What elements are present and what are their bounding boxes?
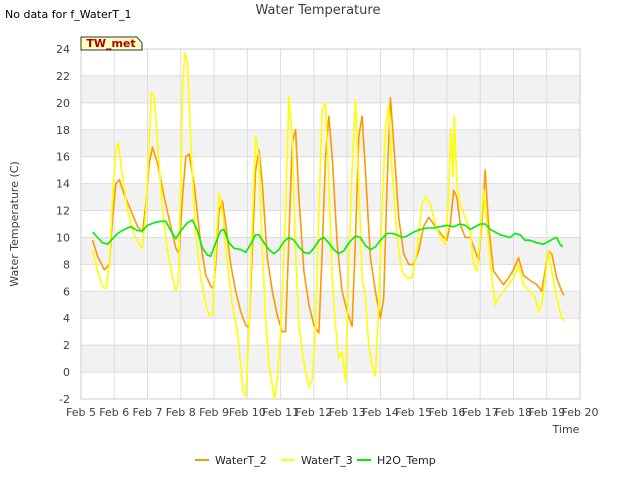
plot-background <box>81 49 580 399</box>
no-data-note: No data for f_WaterT_1 <box>5 8 131 21</box>
x-tick-label: Feb 15 <box>395 406 432 419</box>
plot-frame <box>80 48 581 400</box>
y-tick-label: 22 <box>56 70 70 83</box>
x-tick-label: Feb 6 <box>99 406 129 419</box>
x-tick-label: Feb 17 <box>462 406 499 419</box>
plot-band <box>81 156 580 184</box>
x-tick-label: Feb 10 <box>229 406 266 419</box>
plot-band <box>81 49 580 76</box>
x-tick-label: Feb 14 <box>362 406 399 419</box>
legend: WaterT_2 WaterT_3 H2O_Temp <box>195 454 436 467</box>
y-tick-label: 4 <box>63 312 70 325</box>
series-lines <box>91 52 565 400</box>
y-tick-label: 24 <box>56 43 70 56</box>
x-tick-label: Feb 18 <box>495 406 532 419</box>
x-tick-label: Feb 12 <box>295 406 332 419</box>
y-tick-label: 10 <box>56 231 70 244</box>
x-tick-label: Feb 20 <box>562 406 599 419</box>
series-line-watert-3 <box>91 52 565 400</box>
legend-label: WaterT_3 <box>301 454 353 467</box>
y-tick-label: 2 <box>63 339 70 352</box>
y-tick-label: 16 <box>56 151 70 164</box>
x-tick-label: Feb 8 <box>166 406 196 419</box>
y-tick-label: 18 <box>56 124 70 137</box>
x-tick-label: Feb 11 <box>262 406 299 419</box>
x-tick-label: Feb 9 <box>199 406 229 419</box>
y-tick-label: 8 <box>63 258 70 271</box>
plot-band <box>81 183 580 211</box>
y-tick-label: 6 <box>63 285 70 298</box>
x-tick-label: Feb 16 <box>428 406 465 419</box>
plot-band <box>81 102 580 130</box>
y-tick-label: 20 <box>56 97 70 110</box>
y-tick-label: 0 <box>63 366 70 379</box>
series-line-h2o-temp <box>92 219 564 258</box>
x-tick-label: Feb 5 <box>66 406 96 419</box>
plot-band <box>81 345 580 373</box>
x-tick-label: Feb 7 <box>133 406 163 419</box>
x-tick-label: Feb 19 <box>528 406 565 419</box>
x-tick-label: Feb 13 <box>329 406 366 419</box>
plot-band <box>81 264 580 292</box>
plot-band <box>81 291 580 319</box>
x-axis-label: Time <box>552 423 580 436</box>
legend-label: WaterT_2 <box>215 454 267 467</box>
y-tick-label: 14 <box>56 178 70 191</box>
legend-label: H2O_Temp <box>377 454 436 467</box>
tag-label: TW_met <box>86 37 135 50</box>
y-tick-label: 12 <box>56 205 70 218</box>
y-tick-label: -2 <box>59 393 70 406</box>
plot-band <box>81 372 580 399</box>
plot-band <box>81 318 580 346</box>
chart-title: Water Temperature <box>256 3 381 18</box>
y-axis-label: Water Temperature (C) <box>8 161 21 286</box>
tag-shape <box>80 36 143 51</box>
plot-band <box>81 75 580 103</box>
tag-box: TW_met <box>80 36 143 51</box>
